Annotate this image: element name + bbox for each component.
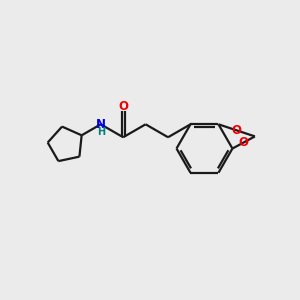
Text: H: H [97, 127, 105, 137]
Text: N: N [96, 118, 106, 131]
Text: O: O [232, 124, 242, 137]
Text: O: O [239, 136, 249, 149]
Text: O: O [118, 100, 128, 113]
